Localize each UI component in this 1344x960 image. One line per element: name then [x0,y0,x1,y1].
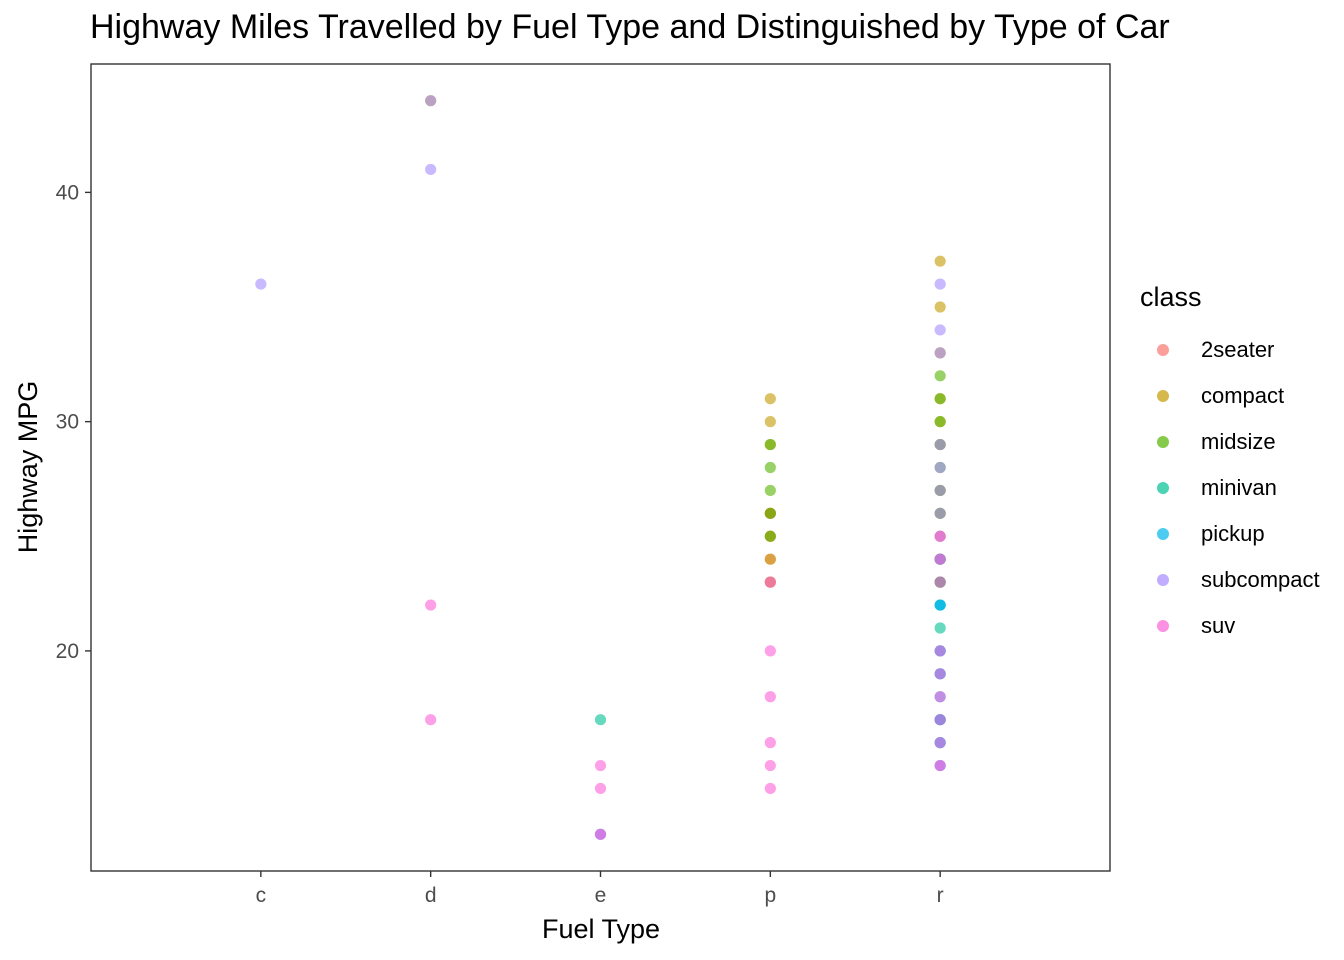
legend-item-midsize: midsize [1140,419,1320,465]
data-point-subcompact [934,507,946,519]
data-point-compact [934,301,946,313]
chart-title: Highway Miles Travelled by Fuel Type and… [90,8,1170,46]
data-point-compact [764,553,776,565]
data-point-subcompact [934,484,946,497]
legend-swatch [1157,620,1169,632]
x-tick-label: p [764,884,776,907]
legend-swatch [1157,574,1169,586]
data-point-suv [934,668,946,680]
data-point-compact [934,255,946,267]
x-tick-label: c [256,884,267,907]
data-point-suv [934,553,946,565]
legend-swatch [1157,482,1169,494]
plot-panel-border [90,63,1111,872]
data-point-suv [764,691,776,703]
data-point-subcompact [425,95,437,107]
x-tick-label: e [595,884,607,907]
legend-label: subcompact [1201,567,1320,592]
data-point-subcompact [425,163,437,176]
data-point-suv [425,599,437,611]
data-point-suv [764,645,776,657]
data-point-midsize [764,484,776,497]
data-point-subcompact [255,278,267,290]
data-point-suv [934,691,946,703]
data-point-minivan [934,622,946,634]
y-tick-label: 20 [56,640,79,663]
data-point-compact [764,393,776,405]
data-point-suv [594,759,607,772]
legend-title: class [1140,282,1202,312]
data-point-suv [934,530,946,542]
x-tick-label: d [425,884,437,907]
legend-item-subcompact: subcompact [1140,557,1320,603]
data-point-suv [425,714,437,726]
legend-item-2seater: 2seater [1140,327,1320,373]
data-point-subcompact [934,461,946,474]
legend-swatch [1157,390,1169,402]
data-point-suv [764,759,776,772]
points-layer [255,95,946,840]
data-point-suv [934,645,946,657]
legend-item-pickup: pickup [1140,511,1320,557]
data-point-pickup [934,599,946,611]
legend: class 2seater compact midsize minivan pickup… [1140,282,1320,649]
data-point-subcompact [934,324,946,336]
data-point-midsize [764,507,776,519]
data-point-subcompact [934,438,946,451]
data-point-midsize [934,370,946,382]
data-point-suv [934,714,946,726]
y-tick-label: 40 [56,181,79,204]
y-axis-title: Highway MPG [13,381,43,554]
legend-label: 2seater [1201,337,1275,362]
data-point-suv [594,828,607,840]
legend-item-compact: compact [1140,373,1320,419]
data-point-subcompact [934,347,946,359]
data-point-suv [934,737,946,749]
axes: 20 30 40 c d e p r [56,181,944,907]
data-point-suv [764,782,776,795]
legend-label: pickup [1201,521,1265,546]
data-point-midsize [764,461,776,474]
legend-label: compact [1201,383,1285,408]
x-tick-label: r [937,884,944,907]
data-point-subcompact [934,278,946,290]
data-point-midsize [934,393,946,405]
legend-swatch [1157,344,1169,356]
data-point-midsize [764,530,776,542]
legend-label: midsize [1201,429,1276,454]
legend-item-suv: suv [1140,603,1320,649]
data-point-minivan [594,714,607,726]
data-point-suv [934,759,946,772]
legend-label: minivan [1201,475,1277,500]
data-point-midsize [934,416,946,428]
y-tick-label: 30 [56,411,79,434]
data-point-midsize [764,438,776,451]
legend-swatch [1157,436,1169,448]
legend-items: 2seater compact midsize minivan pickup subcom… [1140,327,1320,649]
data-point-suv [934,576,946,588]
legend-swatch [1157,528,1169,540]
data-point-suv [594,782,607,795]
legend-label: suv [1201,613,1236,638]
data-point-compact [764,416,776,428]
data-point-suv [764,576,776,588]
data-point-suv [764,737,776,749]
legend-item-minivan: minivan [1140,465,1320,511]
x-axis-title: Fuel Type [542,914,660,944]
